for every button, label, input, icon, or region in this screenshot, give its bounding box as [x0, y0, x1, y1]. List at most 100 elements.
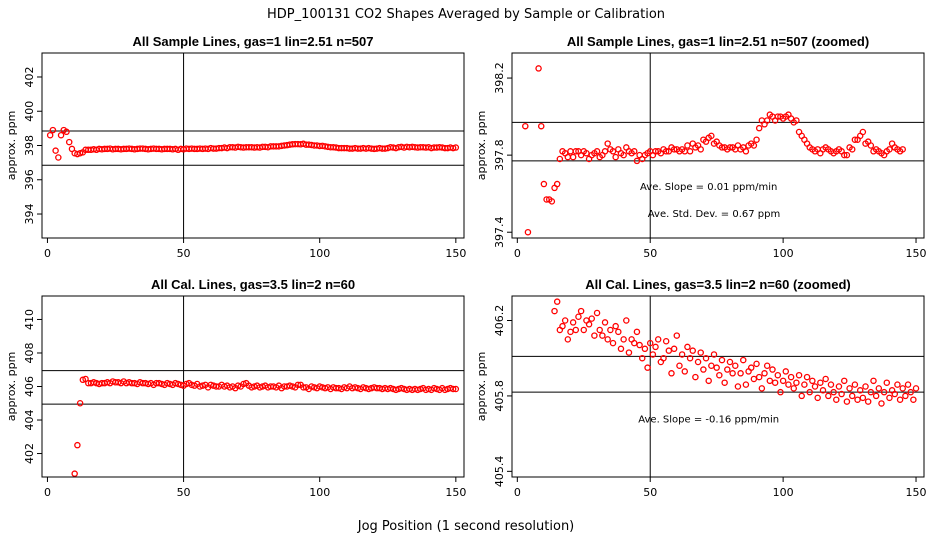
data-point: [617, 345, 625, 353]
data-point: [63, 128, 70, 136]
y-tick-label: 398.2: [493, 62, 506, 94]
data-point: [644, 364, 651, 371]
y-axis-label: approx. ppm: [5, 352, 18, 422]
data-point: [649, 351, 657, 358]
data-point: [588, 315, 595, 322]
data-point: [710, 351, 718, 358]
data-point: [910, 396, 917, 403]
data-point: [449, 144, 457, 152]
panel-p1: All Sample Lines, gas=1 lin=2.51 n=507 0 5…: [5, 34, 466, 260]
panel-title: All Sample Lines, gas=1 lin=2.51 n=507 (…: [567, 34, 869, 49]
data-point: [750, 375, 758, 383]
data-point: [686, 148, 694, 155]
data-point: [638, 354, 646, 362]
data-point: [71, 470, 78, 477]
x-tick-label: 150: [906, 247, 927, 260]
data-point: [599, 332, 606, 339]
y-tick-label: 404: [23, 410, 36, 431]
data-point: [795, 371, 803, 379]
x-tick-label: 150: [445, 247, 466, 260]
data-point: [684, 142, 691, 149]
data-point: [620, 336, 627, 343]
data-point: [660, 354, 667, 362]
plot-area: [42, 296, 464, 477]
data-point: [609, 148, 617, 155]
data-point: [771, 379, 779, 386]
data-point: [689, 347, 696, 354]
data-point: [774, 113, 782, 120]
y-axis-label: approx. ppm: [475, 352, 488, 422]
panel-title: All Cal. Lines, gas=3.5 lin=2 n=60 (zoom…: [585, 277, 851, 292]
data-point: [559, 322, 566, 330]
data-point: [755, 373, 763, 381]
panels: All Sample Lines, gas=1 lin=2.51 n=507 0 5…: [5, 34, 927, 499]
data-point: [631, 339, 638, 347]
data-point: [567, 328, 574, 336]
data-point: [604, 140, 611, 147]
data-point: [726, 144, 734, 151]
data-point: [904, 381, 912, 388]
x-tick-label: 0: [514, 486, 521, 499]
data-point: [46, 131, 54, 139]
data-point: [572, 326, 580, 334]
plot-area: [512, 296, 924, 477]
data-point: [864, 398, 872, 405]
data-point: [848, 146, 856, 153]
data-point: [785, 381, 792, 388]
data-point: [684, 343, 691, 351]
data-point: [662, 148, 670, 155]
data-point: [734, 383, 742, 390]
data-point: [848, 392, 856, 400]
y-tick-label: 398: [23, 135, 36, 156]
data-point: [747, 364, 755, 371]
data-point: [801, 381, 808, 388]
data-point: [52, 147, 59, 154]
data-point: [841, 151, 848, 159]
data-point: [846, 385, 853, 392]
data-point: [596, 326, 603, 334]
data-point: [686, 354, 694, 362]
data-point: [609, 339, 617, 347]
data-point: [537, 122, 545, 130]
x-tick-label: 100: [309, 486, 330, 499]
data-point: [825, 392, 832, 400]
data-point: [766, 377, 774, 385]
data-point: [452, 385, 460, 393]
data-point: [641, 345, 649, 353]
data-point: [697, 146, 704, 153]
data-point: [702, 354, 710, 362]
y-tick-label: 410: [23, 309, 36, 330]
data-point: [779, 377, 787, 385]
panel-p3: All Cal. Lines, gas=3.5 lin=2 n=60 0 50 100…: [5, 277, 466, 499]
plot-area: [512, 53, 924, 238]
data-point: [732, 362, 739, 370]
data-point: [814, 394, 821, 402]
x-tick-label: 50: [177, 486, 191, 499]
data-point: [859, 394, 867, 402]
data-point: [294, 381, 302, 389]
data-point: [750, 142, 758, 149]
y-tick-label: 402: [23, 66, 36, 87]
panel-title: All Sample Lines, gas=1 lin=2.51 n=507: [133, 34, 374, 49]
data-point: [713, 364, 720, 371]
data-point: [894, 381, 901, 388]
data-point: [561, 317, 569, 324]
data-point: [830, 388, 837, 396]
panel-title: All Cal. Lines, gas=3.5 lin=2 n=60: [151, 277, 355, 292]
data-point: [726, 358, 734, 366]
data-point: [57, 131, 65, 139]
data-point: [678, 351, 686, 358]
data-point: [777, 388, 784, 396]
data-point: [851, 381, 859, 388]
data-point: [872, 392, 880, 400]
data-point: [753, 360, 760, 368]
data-point: [652, 148, 659, 155]
data-point: [843, 151, 851, 159]
figure-title: HDP_100131 CO2 Shapes Averaged by Sample…: [267, 7, 665, 22]
data-point: [769, 366, 776, 373]
data-point: [822, 375, 829, 383]
data-point: [742, 148, 750, 155]
data-point: [564, 153, 572, 161]
data-point: [673, 332, 681, 339]
